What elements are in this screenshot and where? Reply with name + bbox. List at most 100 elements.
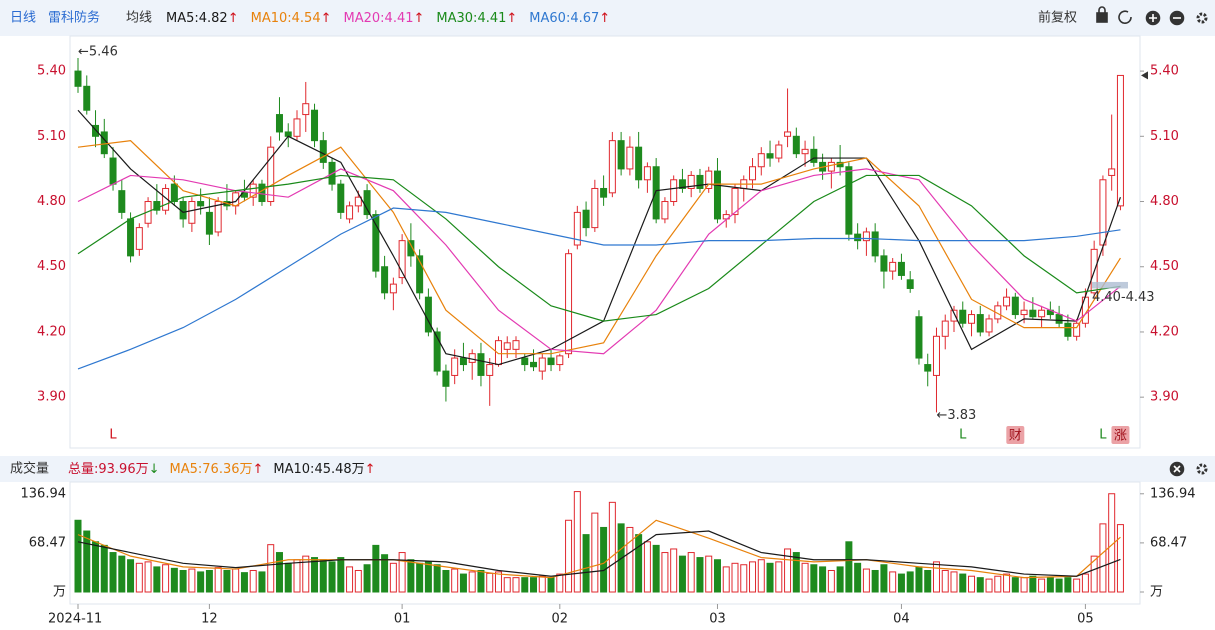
candle-body xyxy=(643,166,651,181)
candle-body xyxy=(249,183,257,198)
ma-line xyxy=(77,207,1121,370)
candle-body xyxy=(1020,309,1028,316)
candle-body xyxy=(784,131,792,137)
legend-arrow: ↑ xyxy=(414,11,425,26)
adjust-option[interactable]: 前复权 xyxy=(1038,10,1077,26)
volume-bar xyxy=(135,562,143,593)
candle-body xyxy=(311,109,319,142)
settings-icon[interactable] xyxy=(1196,12,1208,24)
volume-settings-icon[interactable] xyxy=(1196,463,1208,475)
candle-body xyxy=(731,187,739,216)
volume-bar xyxy=(407,559,415,593)
volume-bar xyxy=(906,571,914,593)
volume-bar xyxy=(83,530,91,593)
lock-icon[interactable] xyxy=(1096,12,1108,23)
candle-body xyxy=(661,201,669,220)
candle-body xyxy=(354,196,362,207)
volume-bar xyxy=(661,552,669,593)
y-tick-label-right: 5.10 xyxy=(1150,129,1179,144)
volume-bar xyxy=(784,548,792,593)
volume-bar xyxy=(416,562,424,593)
legend-arrow: ↑ xyxy=(506,11,517,26)
volume-bar xyxy=(950,571,958,593)
candle-body xyxy=(363,190,371,216)
candle-body xyxy=(302,103,310,116)
legend-label: MA60:4.67 xyxy=(529,11,599,26)
legend-arrow: ↑ xyxy=(228,11,239,26)
legend-arrow: ↑ xyxy=(321,11,332,26)
volume-bar xyxy=(801,562,809,593)
signal-marker: L xyxy=(959,428,967,443)
close-x xyxy=(1173,465,1181,473)
volume-bar xyxy=(836,566,844,593)
volume-bar xyxy=(503,577,511,593)
volume-toolbar xyxy=(0,456,1215,482)
ma-line xyxy=(77,174,1121,322)
range-band xyxy=(1092,281,1128,289)
ma-label[interactable]: 均线 xyxy=(126,11,152,26)
volume-bar xyxy=(722,566,730,593)
legend-item: MA5:4.82↑ xyxy=(166,11,239,26)
volume-bar xyxy=(328,561,336,593)
candle-body xyxy=(880,255,888,272)
period-tab[interactable]: 日线 xyxy=(10,11,36,26)
volume-bar xyxy=(223,569,231,593)
candle-body xyxy=(381,266,389,294)
y-tick-label: 4.50 xyxy=(37,259,66,274)
y-tick-label: 5.10 xyxy=(37,129,66,144)
volume-bar xyxy=(214,567,222,593)
volume-bar xyxy=(740,564,748,593)
candle-body xyxy=(1108,168,1116,176)
candle-body xyxy=(109,157,117,185)
volume-bar xyxy=(591,512,599,593)
volume-bar xyxy=(372,544,380,593)
volume-bar xyxy=(1011,577,1019,593)
stock-name[interactable]: 雷科防务 xyxy=(48,10,100,26)
volume-bar xyxy=(696,557,704,593)
volume-bar xyxy=(249,569,257,593)
candle-body xyxy=(924,364,932,372)
candle-body xyxy=(205,211,213,235)
legend-item: MA10:4.54↑ xyxy=(251,11,332,26)
badge: 涨 xyxy=(1114,429,1127,444)
volume-bar xyxy=(635,534,643,593)
legend-item: 总量:93.96万↓ xyxy=(68,462,160,477)
y-tick-label-right: 5.40 xyxy=(1150,64,1179,79)
volume-bar xyxy=(862,568,870,593)
volume-bar xyxy=(626,526,634,593)
volume-bar xyxy=(127,559,135,593)
ma-line xyxy=(77,519,1121,579)
volume-bar xyxy=(451,568,459,593)
volume-bar xyxy=(118,555,126,593)
candle-body xyxy=(100,131,108,155)
volume-bar xyxy=(459,573,467,593)
volume-bar xyxy=(486,572,494,593)
x-tick-label: 05 xyxy=(1077,612,1094,627)
undo-icon[interactable] xyxy=(1118,10,1132,24)
volume-bar xyxy=(188,568,196,593)
volume-bar xyxy=(337,557,345,593)
volume-bar xyxy=(512,577,520,593)
candle-body xyxy=(915,316,923,359)
candle-body xyxy=(705,170,713,189)
volume-bar xyxy=(205,569,213,593)
candle-body xyxy=(968,314,976,324)
volume-bar xyxy=(968,575,976,593)
candle-body xyxy=(1064,322,1072,337)
candle-body xyxy=(985,318,993,333)
badge-bg xyxy=(1006,426,1025,444)
candle-body xyxy=(118,190,126,213)
candle-body xyxy=(713,170,721,220)
legend-label: MA30:4.41 xyxy=(436,11,506,26)
volume-bar xyxy=(880,564,888,593)
candle-body xyxy=(556,355,564,366)
volume-bar xyxy=(442,569,450,593)
volume-bar xyxy=(582,534,590,593)
candle-body xyxy=(1038,309,1046,318)
ma-line xyxy=(77,140,1121,355)
volume-bar xyxy=(889,571,897,593)
legend-label: MA5:4.82 xyxy=(166,11,228,26)
candle-body xyxy=(1055,314,1063,324)
volume-bar xyxy=(494,571,502,593)
